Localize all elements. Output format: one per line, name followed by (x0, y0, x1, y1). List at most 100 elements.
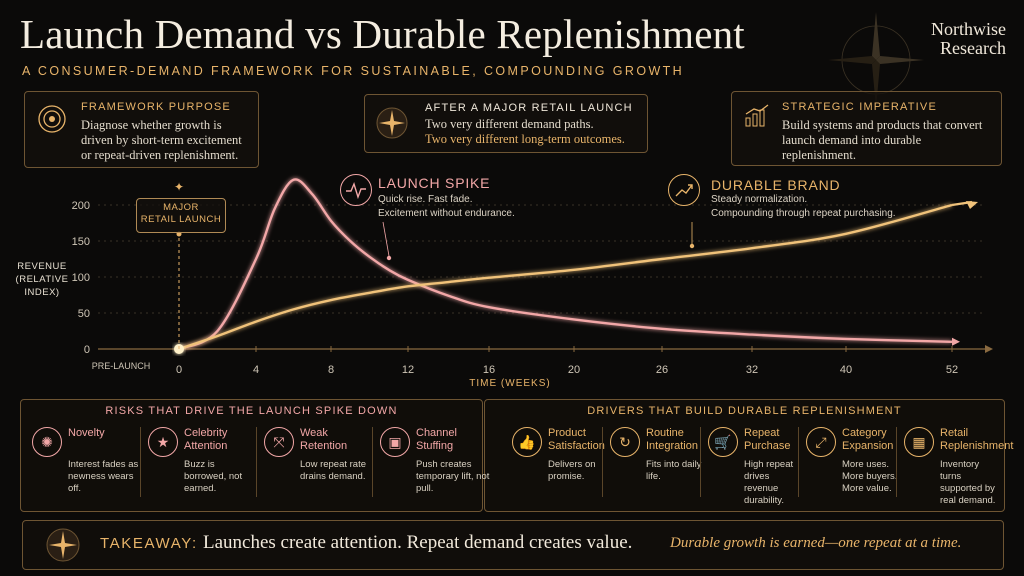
y-tick-label: 150 (72, 236, 90, 248)
x-tick-label: 0 (176, 364, 182, 376)
takeaway-main: Launches create attention. Repeat demand… (203, 532, 633, 553)
x-tick-label: 20 (568, 364, 580, 376)
durable-desc-1: Steady normalization. (711, 194, 808, 205)
driver-item-title: Routine Integration (646, 427, 698, 452)
target-icon (38, 105, 66, 133)
driver-item-title: Product Satisfaction (548, 427, 605, 452)
risk-item-desc: Interest fades as newness wears off. (68, 459, 139, 494)
cart-icon: 🛒 (708, 427, 738, 457)
driver-item-desc: More uses. More buyers. More value. (842, 459, 898, 494)
risk-item-desc: Push creates temporary lift, not pull. (416, 459, 490, 494)
divider (256, 427, 257, 497)
divider (896, 427, 897, 497)
x-tick-label: 12 (402, 364, 414, 376)
y-axis-label: REVENUE (17, 261, 66, 272)
durable-leader-dot (689, 243, 695, 249)
driver-item-desc: Inventory turns supported by real demand… (940, 459, 996, 506)
spike-desc-2: Excitement without endurance. (378, 208, 515, 219)
card-line2: Two very different long-term outcomes. (425, 132, 625, 146)
sparkle-icon: ✦ (174, 180, 185, 194)
divider (700, 427, 701, 497)
drivers-title: DRIVERS THAT BUILD DURABLE REPLENISHMENT (587, 405, 902, 417)
star-compass-icon (46, 528, 80, 562)
major-launch-line2: RETAIL LAUNCH (140, 214, 222, 225)
durable-desc-2: Compounding through repeat purchasing. (711, 208, 896, 219)
risk-item-desc: Low repeat rate drains demand. (300, 459, 367, 482)
chart-ticks: 0 50 100 150 200 0 4 8 12 16 20 26 32 40 52 PRE-LAUNCH (72, 200, 958, 376)
card-head: AFTER A MAJOR RETAIL LAUNCH (425, 102, 633, 114)
divider (602, 427, 603, 497)
launch-spike-arrow (952, 337, 960, 346)
risks-panel: RISKS THAT DRIVE THE LAUNCH SPIKE DOWN (20, 399, 483, 512)
x-tick-label: 40 (840, 364, 852, 376)
divider (372, 427, 373, 497)
durable-title: DURABLE BRAND (711, 177, 841, 193)
box-icon: ▣ (380, 427, 410, 457)
thumbs-up-icon: 👍 (512, 427, 542, 457)
x-tick-label: 32 (746, 364, 758, 376)
x-tick-label: 26 (656, 364, 668, 376)
x-tick-label: 4 (253, 364, 259, 376)
brand-line2: Research (940, 38, 1006, 58)
y-tick-label: 100 (72, 272, 90, 284)
store-icon: ▦ (904, 427, 934, 457)
driver-item-desc: High repeat drives revenue durability. (744, 459, 794, 506)
x-axis-arrow (985, 345, 993, 353)
risk-item-title: Channel Stuffing (416, 427, 457, 452)
chart-axes: TIME (WEEKS) REVENUE (RELATIVE INDEX) (16, 261, 993, 389)
brand-line1: Northwise (931, 19, 1006, 39)
launch-spike-line (178, 178, 953, 351)
driver-item-desc: Fits into daily life. (646, 459, 702, 482)
durable-brand-extension (951, 200, 973, 207)
growth-chart-icon (745, 104, 769, 127)
chart-grid (98, 204, 985, 314)
x-tick-label: 16 (483, 364, 495, 376)
revenue-chart: TIME (WEEKS) REVENUE (RELATIVE INDEX) 0 50 10… (16, 178, 993, 389)
star-compass-icon (376, 107, 408, 139)
pulse-icon (340, 174, 372, 206)
driver-item-title: Category Expansion (842, 427, 894, 452)
risk-item-desc: Buzz is borrowed, not earned. (184, 459, 243, 494)
spike-leader-dot (386, 255, 392, 261)
y-axis-label: INDEX) (24, 287, 59, 298)
spike-title: LAUNCH SPIKE (378, 175, 491, 191)
cycle-icon: ↻ (610, 427, 640, 457)
y-axis-label: (RELATIVE (16, 274, 69, 285)
major-launch-line1: MAJOR (163, 202, 199, 213)
expand-icon: ⤢ (806, 427, 836, 457)
card-line1: Two very different demand paths. (425, 117, 594, 131)
risk-item-title: Weak Retention (300, 427, 348, 452)
y-tick-label: 50 (78, 308, 90, 320)
card-framework-purpose: FRAMEWORK PURPOSE Diagnose whether growt… (24, 91, 259, 168)
major-launch-label: MAJOR RETAIL LAUNCH (136, 198, 226, 233)
sparkle-icon: ✺ (32, 427, 62, 457)
risks-title: RISKS THAT DRIVE THE LAUNCH SPIKE DOWN (105, 405, 398, 417)
risk-item-title: Novelty (68, 427, 105, 439)
card-head: FRAMEWORK PURPOSE (81, 101, 231, 113)
driver-item-desc: Delivers on promise. (548, 459, 596, 482)
trend-up-icon (668, 174, 700, 206)
risk-item-title: Celebrity Attention (184, 427, 228, 452)
y-tick-label: 0 (84, 344, 90, 356)
x-pre-launch-label: PRE-LAUNCH (92, 361, 151, 371)
card-body: Build systems and products that convert … (782, 118, 983, 162)
driver-item-title: Retail Replenishment (940, 427, 1014, 452)
spike-leader (382, 221, 390, 257)
card-strategic-imperative: STRATEGIC IMPERATIVE Build systems and p… (731, 91, 1002, 166)
divider (798, 427, 799, 497)
chart-series (174, 178, 978, 354)
star-person-icon: ★ (148, 427, 178, 457)
x-axis-label: TIME (WEEKS) (469, 378, 550, 389)
broken-link-icon: ⤧ (264, 427, 294, 457)
takeaway-emphasis: Durable growth is earned—one repeat at a… (670, 535, 962, 551)
driver-item-title: Repeat Purchase (744, 427, 791, 452)
spike-desc-1: Quick rise. Fast fade. (378, 194, 473, 205)
takeaway-label: TAKEAWAY: (100, 535, 198, 552)
card-body: Diagnose whether growth is driven by sho… (81, 118, 242, 162)
x-tick-label: 8 (328, 364, 334, 376)
brand-logo: Northwise Research (886, 20, 1006, 58)
x-tick-label: 52 (946, 364, 958, 376)
page-subtitle: A CONSUMER-DEMAND FRAMEWORK FOR SUSTAINA… (22, 64, 685, 78)
compass-icon (828, 12, 924, 108)
y-tick-label: 200 (72, 200, 90, 212)
